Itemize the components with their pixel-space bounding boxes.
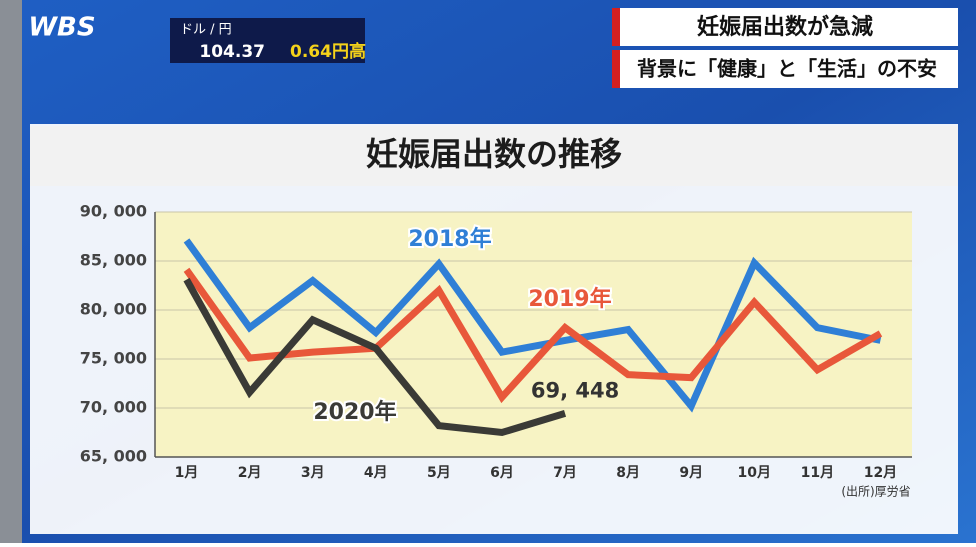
subheadline-bar [612, 50, 620, 88]
subheadline-box [612, 50, 958, 88]
rate-box [170, 18, 365, 63]
series-line [183, 277, 567, 437]
x-tick-label: 11月 [801, 465, 834, 481]
y-tick-label: 85, 000 [80, 251, 147, 270]
series-line [183, 267, 883, 404]
y-tick-label: 75, 000 [80, 349, 147, 368]
x-tick-label: 12月 [864, 465, 897, 481]
x-tick-label: 5月 [427, 465, 451, 481]
source: (出所)厚労省 [841, 485, 910, 499]
headline: 妊娠届出数が急減 [697, 14, 873, 40]
x-tick-label: 8月 [616, 465, 640, 481]
x-tick-label: 3月 [301, 465, 325, 481]
rate-label: ドル / 円 [180, 23, 232, 38]
headline-bar [612, 8, 620, 46]
logo: WBS [28, 13, 95, 43]
x-tick-label: 4月 [364, 465, 388, 481]
series-label: 2019年 [528, 286, 611, 312]
rate-change: 0.64円高 [290, 41, 366, 62]
y-tick-label: 70, 000 [80, 398, 147, 417]
rate-value: 104.37 [199, 42, 265, 62]
x-tick-label: 9月 [679, 465, 703, 481]
frame [0, 0, 22, 543]
y-tick-label: 65, 000 [80, 447, 147, 466]
subheadline: 背景に「健康」と「生活」の不安 [637, 57, 937, 81]
series-line [183, 238, 882, 413]
chart-title: 妊娠届出数の推移 [366, 135, 622, 173]
x-tick-label: 7月 [553, 465, 577, 481]
y-tick-label: 80, 000 [80, 300, 147, 319]
series-label: 2020年 [313, 399, 396, 425]
headline-box [612, 8, 958, 46]
value-label: 69, 448 [531, 378, 619, 402]
x-tick-label: 1月 [175, 465, 199, 481]
y-tick-label: 90, 000 [80, 202, 147, 221]
title-band [30, 126, 958, 186]
x-tick-label: 6月 [490, 465, 514, 481]
series-label: 2018年 [408, 226, 491, 252]
x-tick-label: 10月 [738, 465, 771, 481]
x-tick-label: 2月 [238, 465, 262, 481]
